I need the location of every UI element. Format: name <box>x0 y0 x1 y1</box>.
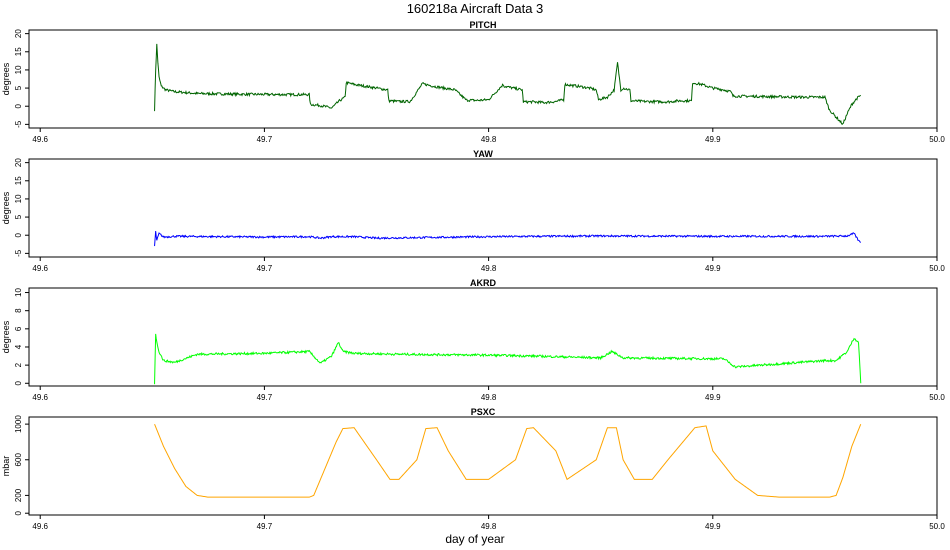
x-tick-label: 50.0 <box>929 264 945 273</box>
x-tick-label: 49.6 <box>32 522 48 531</box>
y-tick-label: 5 <box>14 85 23 90</box>
x-tick-label: 49.9 <box>705 135 721 144</box>
plot-frame <box>28 287 938 387</box>
x-axis: 49.6 49.7 49.8 49.9 50.0 <box>32 515 945 531</box>
x-tick-label: 49.9 <box>705 393 721 402</box>
y-tick-label: 15 <box>14 47 23 56</box>
plot-frame <box>28 158 938 258</box>
y-tick-label: 0 <box>14 510 23 515</box>
y-tick-label: 10 <box>14 194 23 203</box>
y-tick-label: 20 <box>14 29 23 38</box>
y-tick-label: 0 <box>14 381 23 386</box>
yaw-series-line <box>154 230 862 247</box>
x-tick-label: 49.9 <box>705 264 721 273</box>
y-tick-label: 10 <box>14 288 23 297</box>
x-tick-label: 49.9 <box>705 522 721 531</box>
y-axis-label: degrees <box>1 62 11 95</box>
y-tick-label: 200 <box>14 488 23 502</box>
y-tick-label: 2 <box>14 362 23 367</box>
y-tick-label: 20 <box>14 158 23 167</box>
x-tick-label: 49.8 <box>481 522 497 531</box>
panel-title: YAW <box>473 149 493 159</box>
x-tick-label: 49.6 <box>32 264 48 273</box>
y-tick-label: 600 <box>14 453 23 467</box>
x-tick-label: 49.7 <box>257 264 273 273</box>
y-axis: 0 200 600 1000 <box>14 415 29 515</box>
y-axis: 0 2 4 6 8 10 <box>14 288 29 386</box>
panel-title: PITCH <box>470 20 497 30</box>
y-tick-label: 4 <box>14 344 23 349</box>
x-tick-label: 50.0 <box>929 393 945 402</box>
y-axis: -5 0 5 10 15 20 <box>14 158 29 257</box>
x-tick-label: 49.7 <box>257 393 273 402</box>
x-axis: 49.6 49.7 49.8 49.9 50.0 <box>32 257 945 273</box>
panel-title: PSXC <box>471 407 496 417</box>
x-tick-label: 49.6 <box>32 393 48 402</box>
plot-frame <box>28 29 938 129</box>
y-axis-label: degrees <box>1 191 11 224</box>
y-tick-label: 1000 <box>14 415 23 433</box>
y-tick-label: 15 <box>14 176 23 185</box>
pitch-series-line <box>154 43 861 126</box>
akrd-series-line <box>154 333 862 385</box>
x-axis-label: day of year <box>445 532 504 546</box>
x-tick-label: 49.6 <box>32 135 48 144</box>
x-axis: 49.6 49.7 49.8 49.9 50.0 <box>32 386 945 402</box>
x-tick-label: 49.8 <box>481 264 497 273</box>
y-tick-label: 10 <box>14 65 23 74</box>
y-tick-label: 5 <box>14 214 23 219</box>
y-axis-label: mbar <box>1 456 11 477</box>
y-axis: -5 0 5 10 15 20 <box>14 29 29 128</box>
panel-title: AKRD <box>470 278 496 288</box>
y-tick-label: 6 <box>14 326 23 331</box>
panel-akrd: AKRD degrees 0 2 4 6 8 10 49.6 49.7 49.8 49.9 50.… <box>1 278 945 402</box>
x-tick-label: 50.0 <box>929 135 945 144</box>
x-tick-label: 49.7 <box>257 135 273 144</box>
x-tick-label: 49.8 <box>481 135 497 144</box>
panel-psxc: PSXC mbar 0 200 600 1000 49.6 49.7 49.8 49.9 50… <box>1 407 945 531</box>
panel-yaw: YAW degrees -5 0 5 10 15 20 49.6 49.7 49.8 49.9 5… <box>1 149 945 273</box>
x-tick-label: 49.7 <box>257 522 273 531</box>
psxc-series-line <box>154 423 862 498</box>
plot-frame <box>28 416 938 516</box>
chart-title: 160218a Aircraft Data 3 <box>407 1 544 16</box>
y-tick-label: 8 <box>14 308 23 313</box>
x-tick-label: 49.8 <box>481 393 497 402</box>
y-tick-label: 0 <box>14 103 23 108</box>
x-axis: 49.6 49.7 49.8 49.9 50.0 <box>32 128 945 144</box>
y-tick-label: -5 <box>14 120 23 128</box>
y-tick-label: -5 <box>14 249 23 257</box>
y-tick-label: 0 <box>14 232 23 237</box>
y-axis-label: degrees <box>1 320 11 353</box>
x-tick-label: 50.0 <box>929 522 945 531</box>
